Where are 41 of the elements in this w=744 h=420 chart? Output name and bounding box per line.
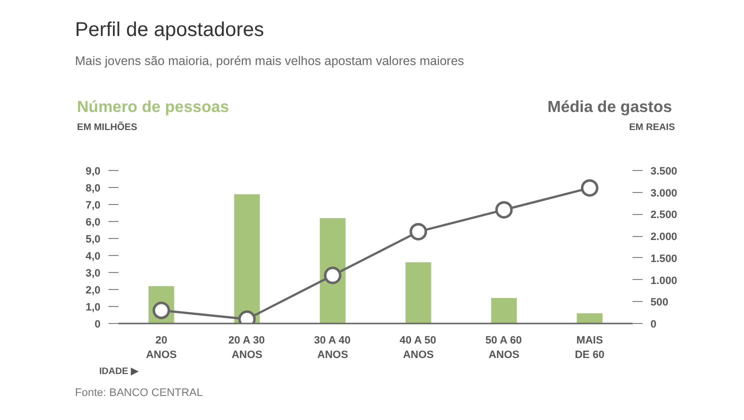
y2-tick-label: 2.500 xyxy=(650,209,678,222)
y-tick-label: 1,0 xyxy=(86,302,101,314)
bar xyxy=(320,218,346,324)
y2-tick-label: 0 xyxy=(650,318,656,330)
chart-subtitle: Mais jovens são maioria, porém mais velhos apostam valores maiores xyxy=(75,53,464,70)
x-tick-label: MAIS DE 60 xyxy=(574,334,605,361)
y2-tick-label: 2.000 xyxy=(650,231,678,244)
y2-axis-title: Média de gastos xyxy=(548,98,672,118)
y-tick-label: 7,0 xyxy=(86,200,101,212)
x-tick-label: 30 A 40 ANOS xyxy=(314,334,351,361)
bar xyxy=(234,194,260,324)
x-tick-label: 20 ANOS xyxy=(146,334,177,361)
y-tick-label: 2,0 xyxy=(86,284,101,296)
point xyxy=(580,179,598,197)
y2-tick-label: 1.500 xyxy=(650,252,678,265)
y-tick-label: 8,0 xyxy=(86,182,101,194)
source-note: Fonte: BANCO CENTRAL xyxy=(75,386,203,401)
bar xyxy=(405,262,432,324)
y-tick-label: 4,0 xyxy=(86,250,101,262)
point xyxy=(495,201,513,219)
y-axis-title: Número de pessoas xyxy=(77,98,230,118)
y-tick-label: 6,0 xyxy=(86,216,101,228)
y-tick-label: 9,0 xyxy=(86,166,101,178)
point xyxy=(324,266,342,284)
bar xyxy=(576,313,603,324)
y-tick-label: 0 xyxy=(94,318,101,330)
x-axis-title: IDADE ▶ xyxy=(99,366,139,376)
y-tick-label: 3,0 xyxy=(86,268,101,280)
y-tick-label: 5,0 xyxy=(86,234,101,246)
y2-tick-label: 3.500 xyxy=(650,166,678,178)
y2-tick-label: 1.000 xyxy=(650,274,678,287)
y2-tick-label: 500 xyxy=(650,296,668,309)
x-tick-label: 50 A 60 ANOS xyxy=(485,334,522,361)
chart-title: Perfil de apostadores xyxy=(75,18,264,43)
y2-tick-label: 3.000 xyxy=(650,187,678,200)
point xyxy=(410,222,428,240)
x-tick-label: 20 A 30 ANOS xyxy=(228,334,265,361)
text: EM MILHÕES xyxy=(77,121,138,135)
text: EM REAIS xyxy=(629,121,675,135)
x-tick-label: 40 A 50 ANOS xyxy=(400,334,436,361)
bar xyxy=(491,298,517,324)
